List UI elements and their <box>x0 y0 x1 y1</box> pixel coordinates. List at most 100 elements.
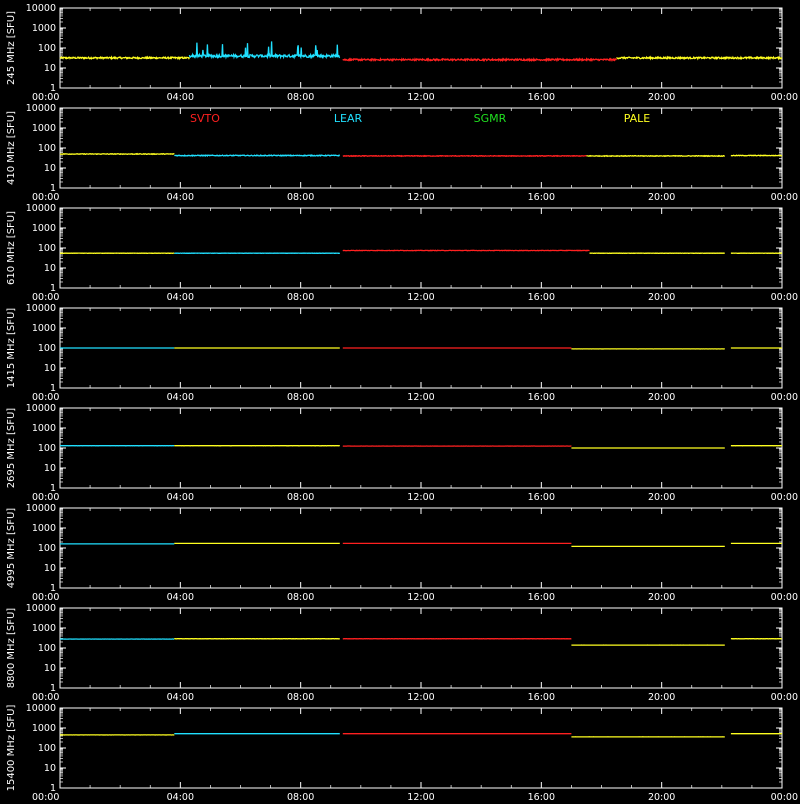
y-tick-label: 10 <box>44 763 56 774</box>
y-axis-label: 4995 MHz [SFU] <box>6 508 17 589</box>
x-tick-label: 16:00 <box>528 192 555 203</box>
x-tick-label: 20:00 <box>648 592 675 603</box>
y-axis-label: 410 MHz [SFU] <box>6 111 17 185</box>
x-tick-label: 00:00 <box>32 692 59 703</box>
y-tick-label: 100 <box>38 43 56 54</box>
x-tick-label: 16:00 <box>528 592 555 603</box>
y-tick-label: 100 <box>38 243 56 254</box>
x-tick-label: 12:00 <box>407 92 434 103</box>
panel-frame <box>60 8 782 88</box>
y-tick-label: 100 <box>38 143 56 154</box>
x-tick-label: 12:00 <box>407 292 434 303</box>
y-tick-label: 100 <box>38 743 56 754</box>
y-tick-label: 1000 <box>32 723 56 734</box>
y-tick-label: 10000 <box>26 403 56 414</box>
x-tick-label: 00:00 <box>771 692 798 703</box>
y-tick-label: 10000 <box>26 503 56 514</box>
y-tick-label: 1000 <box>32 223 56 234</box>
series-line-pale <box>731 155 782 156</box>
y-axis-label: 15400 MHz [SFU] <box>6 705 17 792</box>
x-tick-label: 00:00 <box>32 92 59 103</box>
x-tick-label: 00:00 <box>771 192 798 203</box>
y-tick-label: 10 <box>44 263 56 274</box>
series-line-pale <box>60 154 174 155</box>
panel-frame <box>60 608 782 688</box>
x-tick-label: 20:00 <box>648 292 675 303</box>
x-tick-label: 00:00 <box>771 492 798 503</box>
x-tick-label: 16:00 <box>528 92 555 103</box>
x-tick-label: 20:00 <box>648 692 675 703</box>
y-tick-label: 10000 <box>26 703 56 714</box>
y-tick-label: 10 <box>44 163 56 174</box>
y-tick-label: 100 <box>38 443 56 454</box>
y-tick-label: 100 <box>38 643 56 654</box>
y-tick-label: 10000 <box>26 203 56 214</box>
y-tick-label: 10 <box>44 563 56 574</box>
y-tick-label: 10000 <box>26 3 56 14</box>
series-line-lear <box>189 41 339 57</box>
x-tick-label: 00:00 <box>771 292 798 303</box>
x-tick-label: 04:00 <box>167 592 194 603</box>
series-line-svto <box>343 156 587 157</box>
panel-frame <box>60 108 782 188</box>
x-tick-label: 08:00 <box>287 292 314 303</box>
x-tick-label: 12:00 <box>407 792 434 800</box>
x-tick-label: 00:00 <box>771 792 798 800</box>
x-tick-label: 04:00 <box>167 92 194 103</box>
x-tick-label: 00:00 <box>771 392 798 403</box>
y-tick-label: 10 <box>44 663 56 674</box>
x-tick-label: 16:00 <box>528 392 555 403</box>
x-tick-label: 12:00 <box>407 492 434 503</box>
x-tick-label: 00:00 <box>32 792 59 800</box>
y-tick-label: 10000 <box>26 303 56 314</box>
x-tick-label: 00:00 <box>32 392 59 403</box>
y-tick-label: 10 <box>44 63 56 74</box>
y-tick-label: 10 <box>44 363 56 374</box>
x-tick-label: 08:00 <box>287 392 314 403</box>
series-line-pale <box>587 156 725 157</box>
y-axis-label: 610 MHz [SFU] <box>6 211 17 285</box>
x-tick-label: 08:00 <box>287 792 314 800</box>
y-axis-label: 8800 MHz [SFU] <box>6 608 17 689</box>
x-tick-label: 08:00 <box>287 192 314 203</box>
x-tick-label: 00:00 <box>32 492 59 503</box>
legend-label-svto: SVTO <box>190 112 220 125</box>
x-tick-label: 12:00 <box>407 692 434 703</box>
x-tick-label: 04:00 <box>167 292 194 303</box>
x-tick-label: 08:00 <box>287 692 314 703</box>
y-tick-label: 10000 <box>26 103 56 114</box>
series-line-pale <box>617 57 783 59</box>
series-line-svto <box>343 59 617 61</box>
legend-label-pale: PALE <box>624 112 651 125</box>
legend-label-sgmr: SGMR <box>474 112 507 125</box>
series-line-lear <box>174 155 339 156</box>
y-axis-label: 2695 MHz [SFU] <box>6 408 17 489</box>
x-tick-label: 20:00 <box>648 92 675 103</box>
y-tick-label: 1000 <box>32 523 56 534</box>
x-tick-label: 16:00 <box>528 492 555 503</box>
x-tick-label: 12:00 <box>407 592 434 603</box>
y-tick-label: 10000 <box>26 603 56 614</box>
x-tick-label: 04:00 <box>167 392 194 403</box>
x-tick-label: 16:00 <box>528 792 555 800</box>
y-tick-label: 100 <box>38 543 56 554</box>
panel-frame <box>60 208 782 288</box>
x-tick-label: 04:00 <box>167 492 194 503</box>
x-tick-label: 00:00 <box>32 192 59 203</box>
x-tick-label: 12:00 <box>407 192 434 203</box>
x-tick-label: 20:00 <box>648 192 675 203</box>
x-tick-label: 16:00 <box>528 692 555 703</box>
panel-frame <box>60 708 782 788</box>
x-tick-label: 04:00 <box>167 792 194 800</box>
x-tick-label: 16:00 <box>528 292 555 303</box>
panel-frame <box>60 508 782 588</box>
legend-label-lear: LEAR <box>334 112 363 125</box>
x-tick-label: 04:00 <box>167 192 194 203</box>
x-tick-label: 08:00 <box>287 92 314 103</box>
y-tick-label: 1000 <box>32 123 56 134</box>
x-tick-label: 12:00 <box>407 392 434 403</box>
y-tick-label: 1000 <box>32 423 56 434</box>
y-tick-label: 1000 <box>32 23 56 34</box>
x-tick-label: 08:00 <box>287 492 314 503</box>
